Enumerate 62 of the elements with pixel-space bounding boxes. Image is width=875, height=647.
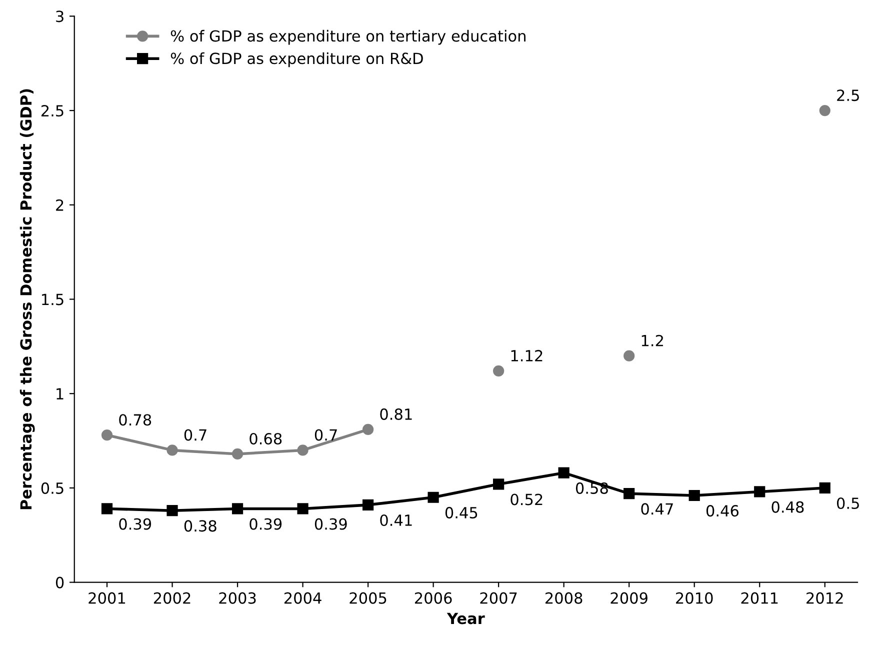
point <box>297 444 308 456</box>
legend-label: % of GDP as expenditure on R&D <box>170 52 423 68</box>
y-tick-label: 1 <box>56 388 64 400</box>
data-label: 0.45 <box>445 506 478 518</box>
point <box>232 448 244 460</box>
point <box>428 492 439 503</box>
x-tick-label: 2003 <box>219 592 256 604</box>
x-axis-title: Year <box>446 612 485 624</box>
x-tick-label: 2007 <box>480 592 517 604</box>
data-label: 1.12 <box>511 350 542 362</box>
point <box>819 104 830 116</box>
x-tick-label: 2010 <box>676 592 713 604</box>
x-tick-label: 2004 <box>284 592 322 604</box>
x-tick-label: 2008 <box>546 592 582 604</box>
data-label: 2.5 <box>837 90 859 102</box>
y-tick-label: 0.5 <box>41 482 64 494</box>
data-label: 0.5 <box>836 497 859 510</box>
data-label: 0.68 <box>250 432 282 445</box>
data-label: 0.47 <box>641 503 673 515</box>
y-axis-title: Percentage of the Gross Domestic Product (GDP) <box>20 89 35 510</box>
x-tick-label: 2001 <box>88 592 126 604</box>
point <box>493 478 504 490</box>
data-label: 1.2 <box>642 334 663 346</box>
point <box>819 482 830 494</box>
data-label: 0.41 <box>380 514 412 526</box>
data-label: 0.39 <box>250 518 282 530</box>
data-label: 0.38 <box>184 520 216 532</box>
x-tick-label: 2005 <box>350 592 386 604</box>
data-label: 0.39 <box>314 518 347 530</box>
x-tick-label: 2011 <box>741 592 778 604</box>
point <box>166 444 178 456</box>
point <box>362 424 374 435</box>
point <box>493 365 504 377</box>
point <box>101 430 113 441</box>
data-label: 0.48 <box>772 501 804 513</box>
point <box>362 499 374 510</box>
point <box>232 503 244 514</box>
point <box>624 350 635 362</box>
data-label: 0.39 <box>119 518 152 530</box>
data-label: 0.46 <box>706 505 739 517</box>
data-label: 0.7 <box>314 429 337 441</box>
data-label: 0.81 <box>380 408 412 420</box>
data-label: 0.7 <box>184 429 206 441</box>
point <box>558 467 570 478</box>
x-tick-label: 2009 <box>610 592 648 604</box>
y-tick-label: 0 <box>56 576 64 588</box>
data-label: 0.52 <box>510 494 542 506</box>
point <box>624 488 635 500</box>
point <box>297 503 308 514</box>
x-tick-label: 2002 <box>154 592 190 604</box>
y-tick-label: 1.5 <box>42 294 64 306</box>
y-tick-label: 2 <box>56 199 64 211</box>
y-tick-label: 2.5 <box>41 104 64 117</box>
y-tick-label: 3 <box>56 10 64 22</box>
x-tick-label: 2012 <box>806 592 843 604</box>
data-label: 0.78 <box>119 414 152 426</box>
point <box>754 486 766 498</box>
point <box>166 505 178 516</box>
point <box>688 490 700 502</box>
x-tick-label: 2006 <box>414 592 452 604</box>
point <box>101 503 113 514</box>
legend-label: % of GDP as expenditure on tertiary education <box>170 30 526 45</box>
